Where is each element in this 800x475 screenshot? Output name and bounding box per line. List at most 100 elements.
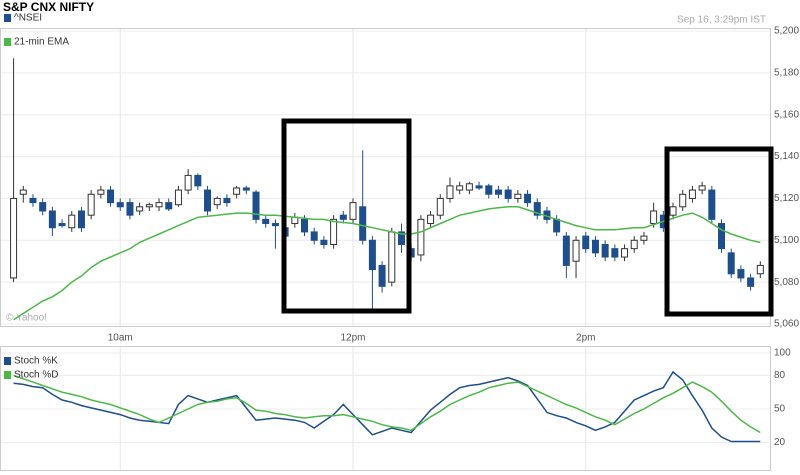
legend-swatch [4,371,11,379]
y-tick-label: 5,180 [774,67,799,78]
candle-body [136,206,144,212]
candle-body [688,189,696,199]
candle-body [456,185,464,191]
legend-swatch [4,14,11,22]
legend-label: Stoch %D [14,370,58,381]
candle-body [10,197,18,279]
marks: 10am 12pm 2pm 5,060 5,080 5,100 5,120 5,140 5,16… [1,13,799,470]
candle-body [233,187,241,195]
candle-body [145,204,153,208]
line [13,374,761,434]
candle-body [698,185,706,191]
candle-body [378,264,386,287]
source: © Yahoo! [6,313,47,324]
candle-body [330,218,338,245]
candle-body [68,214,76,229]
candle-body [553,218,561,233]
candle-body [368,239,376,271]
y-tick-label: 5,140 [774,151,799,162]
y-tick-label: 5,200 [774,26,799,37]
candle-body [223,197,231,204]
candle-body [582,235,590,250]
candle-body [242,187,250,191]
candle-body [504,189,512,199]
legend-label: ^NSEI [14,13,42,24]
candle-body [747,277,755,287]
legend-label: 21-min EMA [14,37,69,48]
candle-body [320,239,328,245]
chart-title: S&P CNX NIFTY [3,0,94,14]
x-tick-label: 2pm [576,333,595,344]
candle-body [107,189,115,204]
candle-body [601,243,609,258]
y-tick-label: 5,120 [774,193,799,204]
highlight-box [664,146,774,317]
candle-body [562,235,570,266]
candle-body [174,189,182,206]
candle-body [465,183,473,191]
candle-body [494,189,502,195]
candle-body [514,193,522,199]
legend-swatch [4,38,11,46]
candle-body [359,206,367,241]
candle-body [339,214,347,220]
candle-body [524,193,532,204]
y-tick-label: 100 [774,348,791,359]
candle-body [611,248,619,258]
candle-body [165,202,173,210]
legend-swatch [4,357,11,365]
candle-body [417,218,425,256]
candle-body [48,210,56,229]
y-tick-label: 5,100 [774,235,799,246]
y-tick-label: 5,080 [774,277,799,288]
stoch-frame [0,346,771,471]
candle-body [436,197,444,216]
candle-body [77,210,85,229]
candle-body [727,252,735,275]
candle-body [19,189,27,195]
x-tick-label: 12pm [340,333,365,344]
line [13,370,761,443]
candle-body [194,174,202,187]
candle-body [87,193,95,216]
candle-body [640,235,648,241]
candle-body [533,202,541,216]
candle-body [718,223,726,250]
candle-body [116,202,124,208]
candle-body [427,214,435,225]
candle-body [155,202,163,208]
y-tick-label: 5,060 [774,319,799,330]
candle-body [591,239,599,254]
candle-body [388,231,396,283]
candle-body [737,269,745,279]
candle-body [184,174,192,191]
candle-body [669,206,677,216]
candle-body [446,185,454,199]
candle-body [572,239,580,262]
candle-body [271,223,279,227]
candle-body [349,202,357,220]
candle-body [252,191,260,220]
candle-body [213,197,221,206]
candle-body [310,231,318,241]
y-tick-label: 50 [774,404,786,415]
timestamp: Sep 16, 3:29pm IST [677,15,766,26]
candle-body [679,193,687,208]
line [13,206,761,321]
y-tick-label: 5,160 [774,109,799,120]
candle-body [621,248,629,258]
candle-body [301,218,309,233]
candle-body [708,189,716,220]
candle-body [29,197,37,204]
candle-body [397,231,405,245]
candle-body [58,223,66,227]
candle-body [475,185,483,189]
candle-body [262,218,270,225]
x-tick-label: 10am [108,333,133,344]
candle-body [204,189,212,212]
legend-label: Stoch %K [14,356,58,367]
y-tick-label: 20 [774,437,786,448]
highlight-box [281,118,412,314]
candle-body [39,202,47,212]
